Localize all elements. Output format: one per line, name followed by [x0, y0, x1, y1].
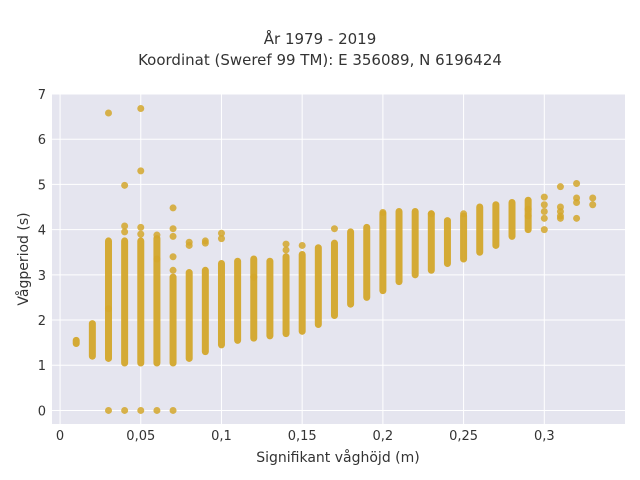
data-point: [524, 205, 532, 213]
data-point: [137, 223, 145, 231]
data-point: [169, 406, 177, 414]
data-point: [153, 406, 161, 414]
data-point: [250, 273, 258, 281]
data-point: [201, 239, 209, 247]
data-point: [573, 214, 581, 222]
y-tick-label: 7: [38, 88, 46, 103]
data-point: [137, 167, 145, 175]
data-point: [121, 181, 129, 189]
x-tick-label: 0: [56, 429, 64, 444]
data-point: [540, 208, 548, 216]
y-tick-label: 4: [38, 224, 46, 239]
data-point: [153, 231, 161, 239]
data-point: [556, 183, 564, 191]
data-point: [460, 210, 468, 218]
data-point: [185, 241, 193, 249]
y-tick-label: 1: [38, 359, 46, 374]
x-tick-label: 0,25: [449, 429, 478, 444]
data-point: [121, 406, 129, 414]
data-point: [427, 210, 435, 218]
data-point: [282, 246, 290, 254]
y-tick-label: 3: [38, 269, 46, 284]
data-point: [104, 305, 112, 313]
data-points: [72, 104, 597, 414]
data-point: [153, 255, 161, 263]
chart-title: År 1979 - 2019: [263, 30, 377, 48]
data-point: [524, 212, 532, 220]
data-point: [282, 240, 290, 248]
data-point: [137, 230, 145, 238]
data-point: [137, 406, 145, 414]
data-point: [121, 222, 129, 230]
data-point: [169, 225, 177, 233]
plot-background: [52, 94, 625, 424]
x-tick-label: 0,2: [373, 429, 394, 444]
data-point: [137, 104, 145, 112]
data-point: [540, 214, 548, 222]
data-point: [573, 198, 581, 206]
data-point: [540, 201, 548, 209]
x-tick-label: 0,15: [288, 429, 317, 444]
y-axis-label: Vågperiod (s): [15, 212, 32, 305]
data-point: [540, 193, 548, 201]
data-point: [573, 180, 581, 188]
data-point: [217, 229, 225, 237]
data-point: [540, 226, 548, 234]
data-point: [589, 194, 597, 202]
x-tick-label: 0,3: [534, 429, 555, 444]
data-point: [217, 235, 225, 243]
data-point: [104, 109, 112, 117]
data-point: [169, 266, 177, 274]
x-tick-label: 0,05: [126, 429, 155, 444]
data-point: [169, 253, 177, 261]
x-tick-label: 0,1: [211, 429, 232, 444]
data-point: [104, 406, 112, 414]
x-axis-label: Signifikant våghöjd (m): [256, 449, 419, 466]
data-point: [556, 214, 564, 222]
y-tick-label: 6: [38, 133, 46, 148]
data-point: [589, 201, 597, 209]
chart-subtitle: Koordinat (Sweref 99 TM): E 356089, N 61…: [138, 51, 502, 69]
data-point: [298, 241, 306, 249]
y-tick-label: 0: [38, 404, 46, 419]
data-point: [169, 232, 177, 240]
y-tick-label: 5: [38, 178, 46, 193]
data-point: [121, 228, 129, 236]
tick-labels: 0 0,05 0,1 0,15 0,2 0,25 0,3 0 1 2 3 4 5 6 7: [38, 88, 555, 444]
data-point: [330, 225, 338, 233]
data-point: [379, 208, 387, 216]
y-tick-label: 2: [38, 314, 46, 329]
data-point: [169, 204, 177, 212]
